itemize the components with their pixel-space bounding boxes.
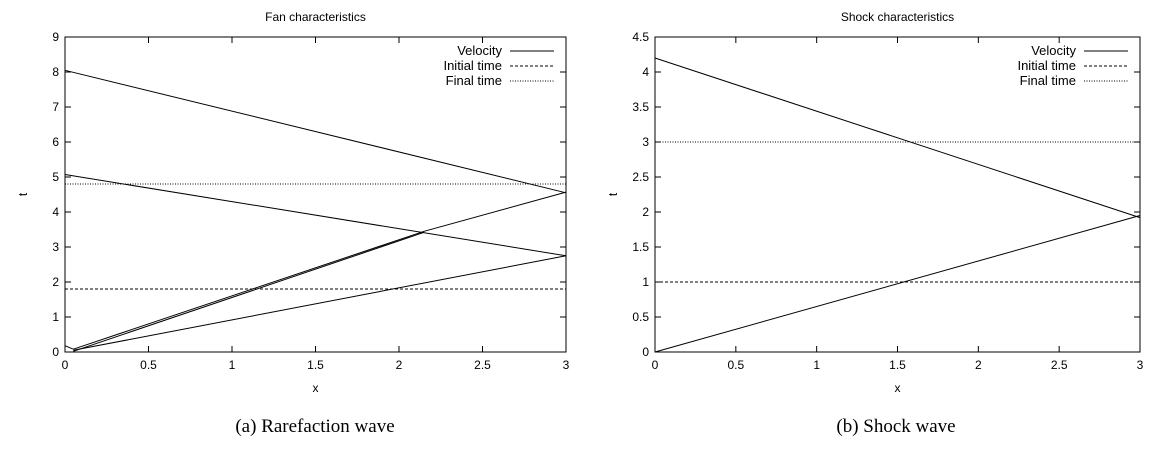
x-tick-label: 0 (652, 358, 659, 372)
velocity-line (654, 57, 1141, 219)
y-tick-label: 4.5 (632, 30, 649, 44)
legend-label: Initial time (443, 58, 502, 73)
velocity-line (73, 191, 567, 350)
y-tick-label: 3.5 (632, 100, 649, 114)
figure-caption-b: (b) Shock wave (836, 416, 956, 437)
legend-label: Initial time (1017, 58, 1076, 73)
y-tick-label: 3 (52, 240, 59, 254)
chart-title: Fan characteristics (265, 10, 366, 24)
y-tick-label: 5 (52, 170, 59, 184)
y-tick-label: 2 (642, 205, 649, 219)
velocity-line (64, 69, 567, 194)
y-tick-label: 4 (642, 65, 649, 79)
shock-panel: Shock characteristics 0 0.5 1 1.5 2 2.5 3 0 0.5 1 1… (580, 0, 1150, 454)
x-axis-label: x (313, 381, 319, 395)
figure-caption-a: (a) Rarefaction wave (235, 416, 395, 437)
y-tick-label: 3 (642, 135, 649, 149)
velocity-line (73, 255, 567, 351)
legend-label: Velocity (457, 43, 502, 58)
x-axis-label: x (895, 381, 901, 395)
x-tick-label: 2.5 (1051, 358, 1068, 372)
y-axis-label: t (606, 192, 620, 196)
x-tick-label: 1 (813, 358, 820, 372)
velocity-line (654, 215, 1141, 353)
y-tick-label: 6 (52, 135, 59, 149)
y-tick-label: 2.5 (632, 170, 649, 184)
rarefaction-panel: Fan characteristics 0 0.5 1 1.5 2 2.5 3 0 1 2 3 4 5 6 7… (16, 10, 570, 437)
y-tick-label: 7 (52, 100, 59, 114)
y-tick-label: 8 (52, 65, 59, 79)
x-tick-label: 3 (1137, 358, 1144, 372)
y-tick-label: 1 (642, 275, 649, 289)
chart-title: Shock characteristics (841, 10, 954, 24)
x-tick-label: 0 (62, 358, 69, 372)
x-tick-label: 1.5 (889, 358, 906, 372)
y-tick-label: 0.5 (632, 310, 649, 324)
x-tick-label: 2 (396, 358, 403, 372)
x-tick-label: 1 (229, 358, 236, 372)
y-tick-label: 0 (642, 345, 649, 359)
x-tick-label: 0.5 (140, 358, 157, 372)
y-tick-label: 1.5 (632, 240, 649, 254)
x-tick-label: 2.5 (474, 358, 491, 372)
x-tick-label: 0.5 (727, 358, 744, 372)
velocity-line (73, 231, 425, 352)
legend-label: Final time (1020, 73, 1076, 88)
x-tick-label: 2 (975, 358, 982, 372)
y-axis-label: t (16, 192, 30, 196)
legend-label: Final time (446, 73, 502, 88)
velocity-line (64, 174, 567, 257)
shock-characteristics-chart: Shock characteristics 0 0.5 1 1.5 2 2.5 3 0 0.5 1 1… (606, 10, 1144, 395)
y-tick-label: 1 (52, 310, 59, 324)
y-tick-label: 9 (52, 30, 59, 44)
velocity-line (64, 345, 74, 350)
x-tick-label: 1.5 (307, 358, 324, 372)
fan-characteristics-chart: Fan characteristics 0 0.5 1 1.5 2 2.5 3 0 1 2 3 4 5 6 7… (16, 10, 570, 395)
y-tick-label: 0 (52, 345, 59, 359)
x-tick-label: 3 (563, 358, 570, 372)
y-tick-label: 2 (52, 275, 59, 289)
legend-label: Velocity (1031, 43, 1076, 58)
y-tick-label: 4 (52, 205, 59, 219)
